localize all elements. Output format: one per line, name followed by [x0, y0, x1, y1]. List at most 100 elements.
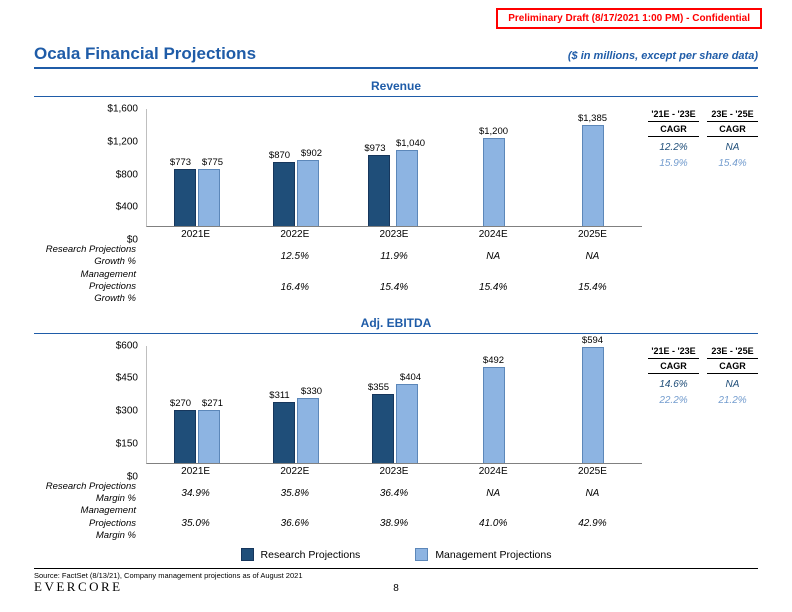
- stat-value: 35.0%: [181, 518, 210, 530]
- chart-title: Adj. EBITDA: [34, 316, 758, 334]
- stat-value: 38.9%: [379, 518, 409, 530]
- stat-row: Research Projections Margin % 34.9% 35.8% 36…: [34, 481, 758, 506]
- stat-value: 35.8%: [280, 487, 309, 499]
- legend: Research Projections Management Projecti…: [34, 548, 758, 562]
- y-tick-label: $300: [115, 405, 138, 417]
- bar-value-label: $311: [269, 390, 290, 402]
- research-bar: [173, 410, 196, 463]
- y-axis: $600 $450 $300 $150 $0: [34, 340, 146, 482]
- cagr-label: CAGR: [707, 359, 758, 374]
- cagr-period-header: 23E - '25E: [707, 109, 758, 122]
- cagr-period-header: 23E - '25E: [707, 346, 758, 359]
- bar-value-label: $1,200: [478, 126, 509, 138]
- y-tick-label: $0: [126, 234, 138, 246]
- x-axis-labels: 2021E 2022E 2023E 2024E 2025E: [146, 466, 642, 477]
- legend-label: Management Projections: [435, 548, 552, 561]
- research-swatch-icon: [240, 548, 254, 562]
- page-subtitle: ($ in millions, except per share data): [567, 50, 758, 62]
- research-bar: [367, 154, 390, 226]
- cagr-row-management: 22.2% 21.2%: [648, 395, 758, 406]
- bar-group: $492: [482, 346, 505, 463]
- legend-item-management: Management Projections: [415, 548, 552, 562]
- research-bar: [371, 393, 394, 463]
- bar-value-label: $870: [268, 150, 291, 162]
- stat-value: 11.9%: [380, 250, 408, 262]
- x-axis-label: 2024E: [478, 465, 508, 477]
- bar-group: $902: [296, 109, 323, 226]
- research-bar: [272, 162, 295, 226]
- cagr-value: 21.2%: [718, 394, 747, 406]
- bar-value-label: $270: [169, 398, 192, 410]
- y-tick-label: $1,600: [107, 103, 138, 115]
- stat-row-label: Research Projections Growth %: [45, 244, 136, 268]
- management-bar: [197, 409, 220, 463]
- bar-group: $355: [368, 346, 394, 463]
- category-column: $1,385: [543, 109, 642, 226]
- management-bar: [395, 149, 418, 226]
- x-axis-labels: 2021E 2022E 2023E 2024E 2025E: [146, 229, 642, 240]
- stat-value: NA: [486, 250, 501, 262]
- cagr-period-header: '21E - '23E: [648, 346, 699, 359]
- cagr-panel: '21E - '23E CAGR 23E - '25E CAGR 12.2% N…: [642, 109, 758, 240]
- x-axis-label: 2024E: [478, 229, 508, 240]
- bar-group: $773: [170, 109, 196, 226]
- management-swatch-icon: [415, 548, 429, 562]
- stat-value: NA: [585, 250, 600, 262]
- x-axis-label: 2022E: [280, 229, 310, 240]
- bar-group: $271: [197, 346, 224, 463]
- confidential-banner: Preliminary Draft (8/17/2021 1:00 PM) - …: [496, 8, 762, 29]
- bar-group: $775: [197, 109, 224, 226]
- management-bar: [482, 138, 505, 226]
- stat-rows: Research Projections Margin % 34.9% 35.8% 36…: [34, 481, 758, 543]
- management-bar: [296, 398, 319, 463]
- footer: EVERCORE 8: [34, 578, 758, 596]
- management-bar: [197, 169, 220, 226]
- y-tick-label: $1,200: [107, 136, 138, 148]
- cagr-label: CAGR: [707, 122, 758, 137]
- x-axis-label: 2022E: [280, 465, 310, 477]
- stat-value: 15.4%: [479, 281, 508, 293]
- cagr-value: 14.6%: [659, 378, 688, 390]
- plot-area: $270 $271 $311 $330 $355 $404 $492 $594: [146, 335, 642, 464]
- research-bar: [272, 402, 295, 463]
- bar-value-label: $1,385: [577, 112, 608, 124]
- management-bar: [581, 346, 604, 463]
- category-column: $773 $775: [147, 109, 246, 226]
- stat-value: NA: [486, 487, 501, 499]
- management-bar: [296, 160, 319, 226]
- chart-title: Revenue: [34, 79, 758, 97]
- source-note: Source: FactSet (8/13/21), Company manag…: [34, 568, 758, 580]
- bar-group: $330: [296, 346, 322, 463]
- cagr-row-research: 12.2% NA: [648, 142, 758, 153]
- stat-value: [146, 251, 245, 262]
- management-bar: [581, 124, 604, 226]
- stat-value: 15.4%: [379, 281, 409, 293]
- cagr-panel: '21E - '23E CAGR 23E - '25E CAGR 14.6% N…: [642, 346, 758, 477]
- stat-value: 16.4%: [280, 281, 309, 293]
- bar-value-label: $355: [367, 381, 390, 393]
- stat-value: [146, 282, 245, 293]
- category-column: $270 $271: [147, 346, 246, 463]
- category-column: $870 $902: [246, 109, 345, 226]
- cagr-value: NA: [725, 378, 740, 390]
- stat-row: Management Projections Margin % 35.0% 36.6%…: [34, 505, 758, 542]
- cagr-value: 12.2%: [659, 142, 688, 153]
- y-tick-label: $800: [115, 169, 138, 180]
- stat-row-label: Management Projections Margin %: [80, 505, 136, 542]
- bar-value-label: $271: [201, 397, 224, 409]
- cagr-value: NA: [725, 142, 740, 153]
- cagr-period-header: '21E - '23E: [648, 109, 699, 122]
- bar-value-label: $902: [300, 148, 323, 160]
- bar-group: $1,200: [479, 109, 508, 226]
- bar-value-label: $973: [364, 142, 386, 154]
- stat-value: 34.9%: [181, 487, 210, 499]
- stat-value: 41.0%: [479, 518, 508, 530]
- cagr-label: CAGR: [648, 359, 699, 374]
- stat-value: 15.4%: [578, 281, 607, 293]
- bar-value-label: $775: [201, 157, 224, 169]
- x-axis-label: 2023E: [379, 229, 409, 240]
- bar-group: $594: [581, 335, 604, 463]
- y-tick-label: $450: [115, 372, 138, 384]
- bar-value-label: $404: [399, 371, 422, 383]
